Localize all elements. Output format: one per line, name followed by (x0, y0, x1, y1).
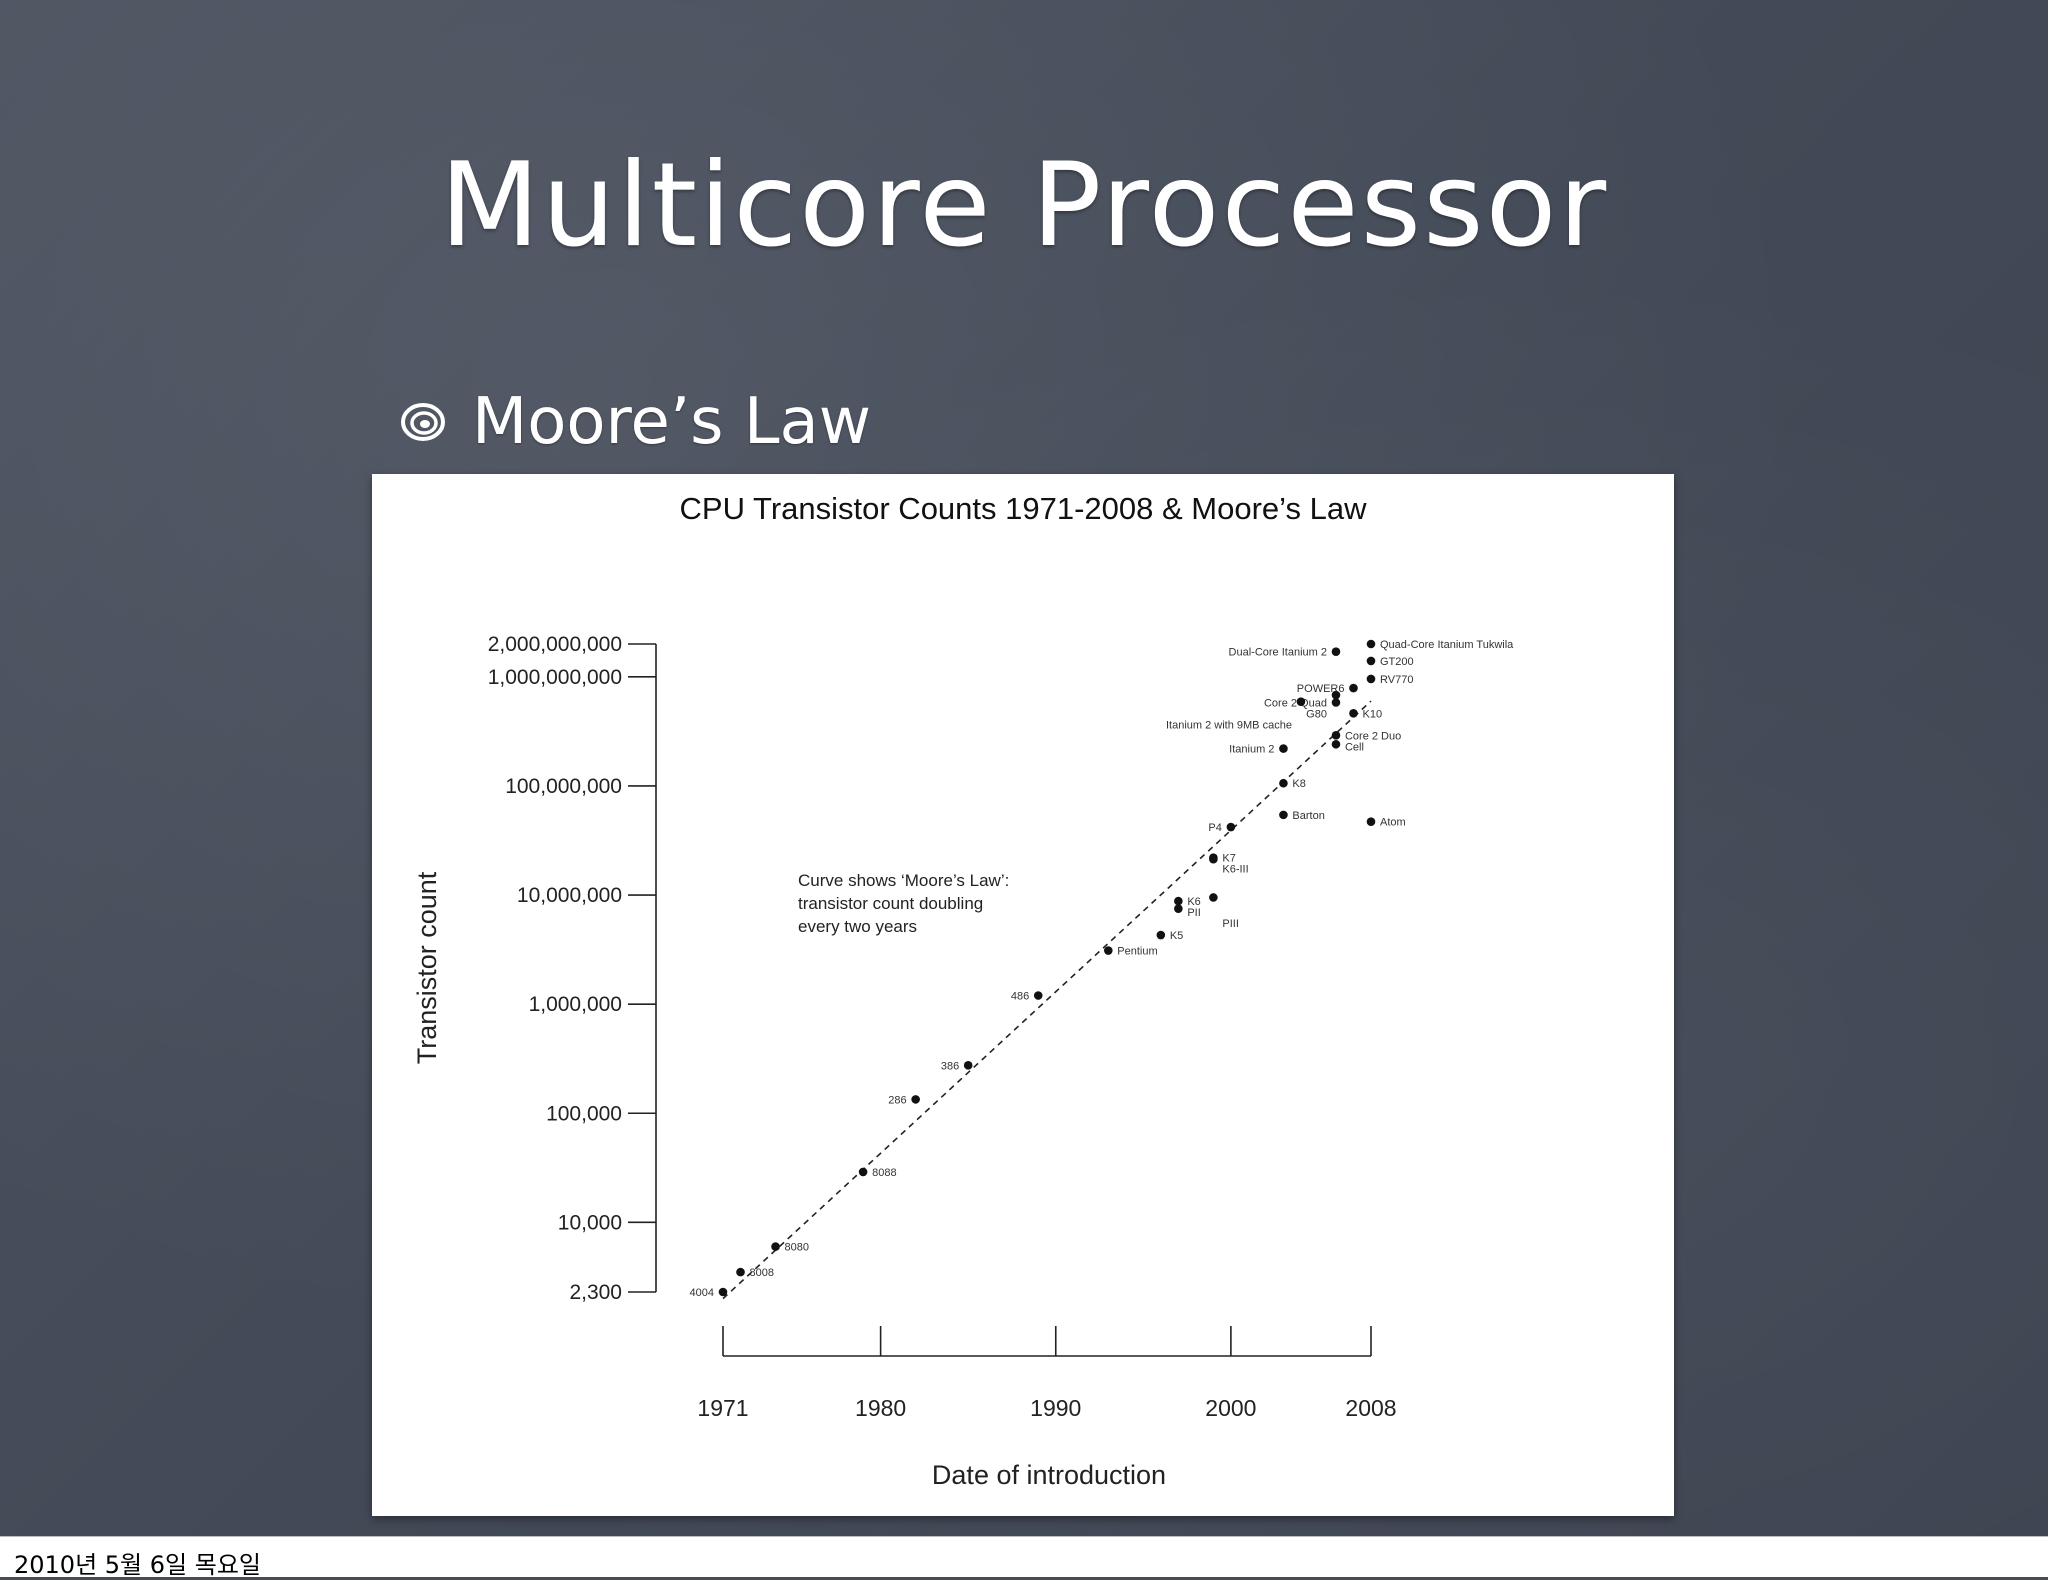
transistor-chart: CPU Transistor Counts 1971-2008 & Moore’… (412, 491, 1514, 1490)
data-point (1279, 810, 1288, 820)
x-tick-label: 1990 (1030, 1395, 1081, 1421)
data-point (858, 1167, 868, 1177)
data-point (1331, 731, 1341, 740)
y-tick-label: 10,000,000 (517, 884, 622, 907)
data-point-label: RV770 (1380, 674, 1413, 686)
data-point (911, 1095, 920, 1104)
data-point (718, 1287, 728, 1297)
data-point-label: G80 (1306, 708, 1327, 720)
data-point-label: K6 (1187, 896, 1200, 908)
y-tick-label: 1,000,000,000 (488, 666, 622, 689)
data-point (1331, 690, 1341, 700)
x-axis-label: Date of introduction (932, 1460, 1166, 1490)
data-point (1366, 674, 1376, 684)
data-point-label: Itanium 2 with 9MB cache (1166, 719, 1292, 731)
data-point (1331, 647, 1341, 657)
x-tick-label: 1980 (855, 1395, 906, 1421)
bullet-text: Moore’s Law (472, 385, 872, 459)
data-point (1209, 854, 1218, 864)
data-point (771, 1242, 780, 1251)
data-point-label: K8 (1292, 778, 1305, 790)
y-tick-label: 1,000,000 (529, 993, 622, 1016)
data-point (1103, 946, 1113, 955)
data-point (1331, 698, 1341, 707)
annotation-text: Curve shows ‘Moore’s Law’: (798, 871, 1009, 890)
data-point (1033, 991, 1043, 1000)
data-point (1366, 656, 1376, 666)
footer-bar: 2010년 5월 6일 목요일 (0, 1536, 2048, 1579)
data-point-label: 8088 (872, 1167, 896, 1179)
data-point (1366, 639, 1376, 649)
data-point-label: K5 (1170, 930, 1183, 942)
data-point-label: POWER6 (1297, 683, 1345, 695)
data-point (1296, 697, 1306, 706)
data-point-label: Atom (1380, 817, 1406, 829)
data-point (1366, 817, 1376, 827)
data-point-label: K10 (1362, 708, 1382, 720)
moores-law-trend-line (722, 700, 1372, 1300)
data-point-label: PIII (1222, 918, 1239, 930)
data-point (1331, 739, 1341, 749)
data-point-label: K7 (1222, 853, 1235, 865)
data-point-label: 8008 (750, 1267, 774, 1279)
data-point-label: Cell (1345, 741, 1364, 753)
data-point (1174, 904, 1183, 913)
data-point (736, 1267, 745, 1277)
swirl-bullet-icon (401, 403, 445, 441)
y-tick-label: 100,000,000 (505, 775, 622, 798)
data-point-label: Pentium (1117, 946, 1157, 958)
data-point (1279, 744, 1288, 753)
data-point-label: Dual-Core Itanium 2 (1229, 647, 1327, 659)
y-tick-label: 2,300 (569, 1281, 622, 1304)
data-point-label: P4 (1208, 822, 1221, 834)
x-tick-label: 1971 (697, 1395, 748, 1421)
slide-title: Multicore Processor (439, 138, 1609, 273)
x-tick-label: 2000 (1205, 1395, 1256, 1421)
data-point-label: GT200 (1380, 656, 1414, 668)
annotation-text: every two years (798, 917, 917, 936)
y-tick-label: 100,000 (546, 1102, 622, 1125)
data-point-label: 486 (1011, 991, 1029, 1003)
data-point (1226, 822, 1236, 832)
data-point-label: 8080 (785, 1242, 809, 1254)
bullet-item: Moore’s Law (400, 380, 871, 464)
data-point-label: Barton (1292, 810, 1324, 822)
data-point-label: 4004 (690, 1287, 714, 1299)
data-point-label: 386 (941, 1060, 959, 1072)
annotation-text: transistor count doubling (798, 894, 983, 913)
data-point-label: 286 (888, 1094, 906, 1106)
slide-background: Multicore Processor Moore’s Law CPU Tran… (0, 0, 2048, 1536)
data-point-label: Core 2 Quad (1264, 697, 1327, 709)
data-point (1174, 896, 1183, 906)
data-point-label: Quad-Core Itanium Tukwila (1380, 639, 1514, 651)
chart-image: CPU Transistor Counts 1971-2008 & Moore’… (372, 474, 1674, 1516)
footer-date: 2010년 5월 6일 목요일 (14, 1551, 261, 1579)
data-point (1209, 893, 1218, 902)
data-point (1349, 683, 1358, 693)
chart-title: CPU Transistor Counts 1971-2008 & Moore’… (680, 491, 1368, 526)
data-point-label: K6-III (1222, 864, 1248, 876)
data-point (1279, 778, 1288, 788)
data-point (1349, 709, 1358, 718)
data-point-label: Itanium 2 (1229, 744, 1274, 756)
y-axis-label: Transistor count (412, 871, 442, 1064)
y-tick-label: 2,000,000,000 (488, 633, 622, 656)
x-tick-label: 2008 (1345, 1395, 1396, 1421)
data-point (1156, 930, 1166, 940)
data-point-label: PII (1187, 907, 1200, 919)
data-point (963, 1061, 973, 1070)
data-point-label: Core 2 Duo (1345, 730, 1401, 742)
y-tick-label: 10,000 (558, 1211, 622, 1234)
